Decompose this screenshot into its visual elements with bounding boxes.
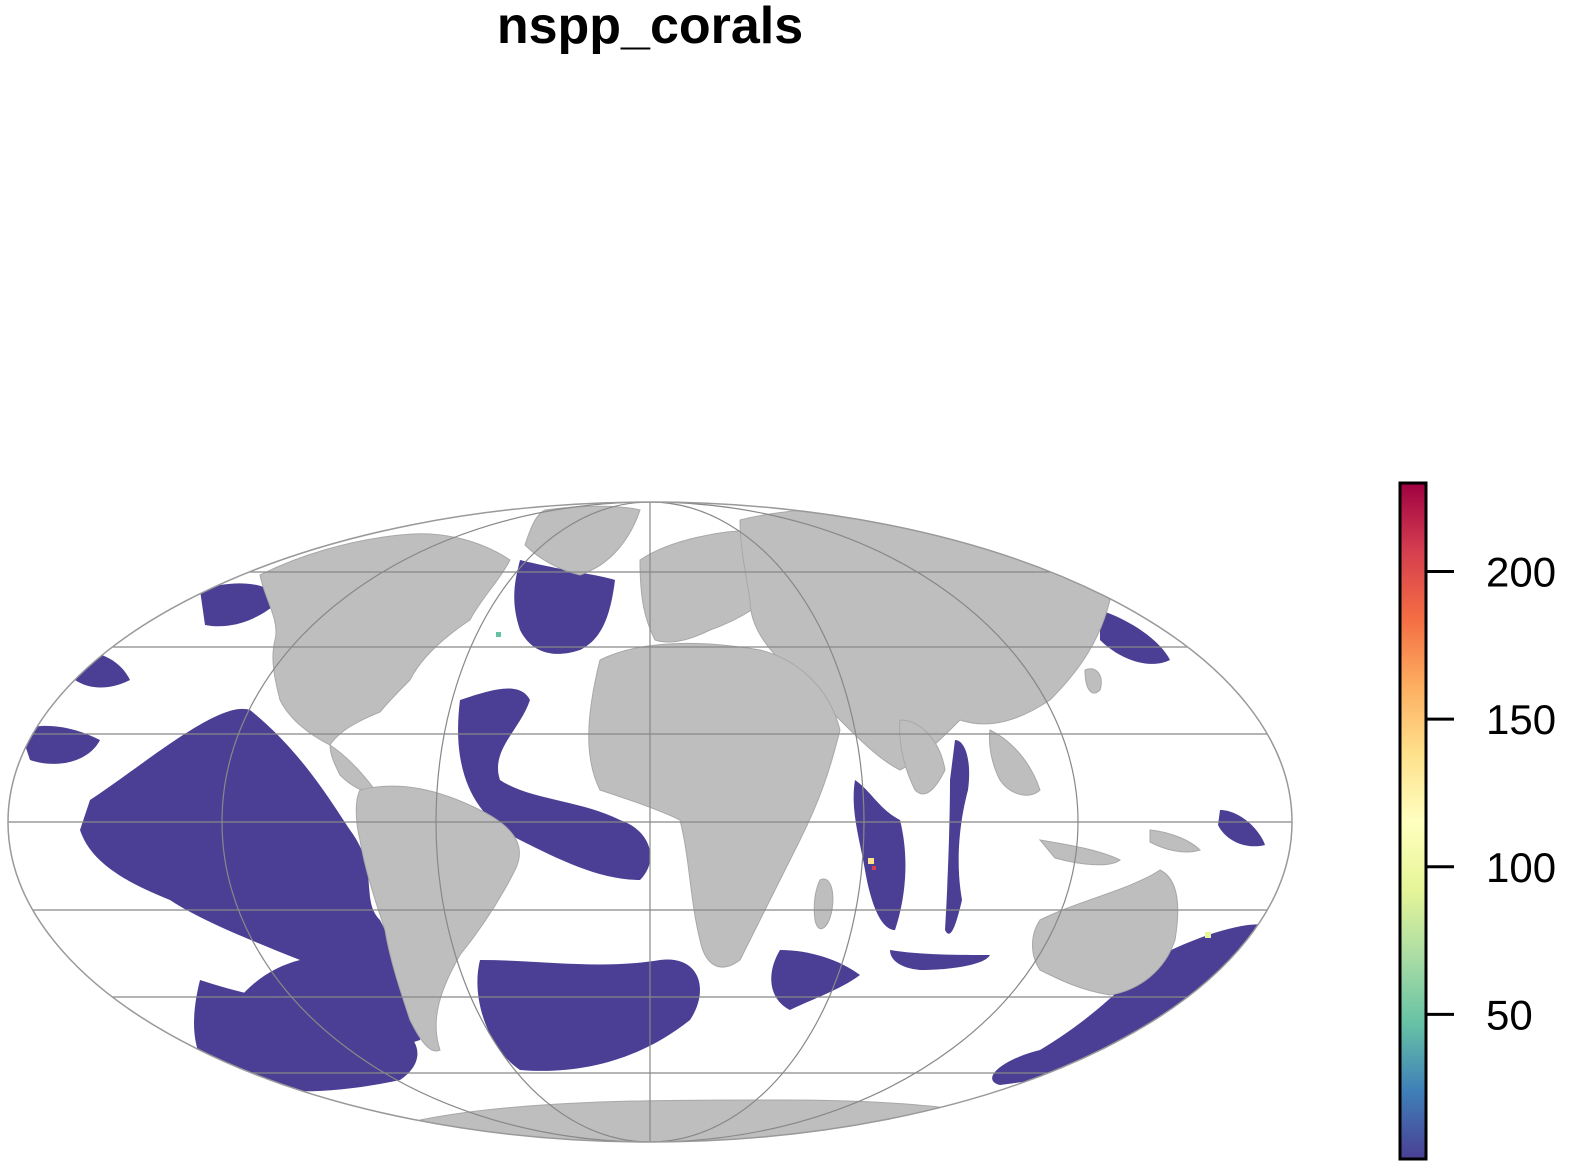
land bbox=[259, 505, 1201, 1142]
ocean-raster bbox=[20, 560, 1270, 1092]
legend-tick-label: 150 bbox=[1486, 696, 1556, 743]
legend-tick-label: 200 bbox=[1486, 549, 1556, 596]
globe-outline bbox=[7, 501, 1293, 1143]
world-map bbox=[7, 501, 1293, 1143]
colorbar bbox=[1398, 481, 1428, 1161]
map-title: nspp_corals bbox=[496, 0, 804, 55]
legend-ticks: 50 100 150 200 bbox=[1426, 549, 1556, 1038]
legend-tick-label: 100 bbox=[1486, 844, 1556, 891]
hotspots bbox=[496, 632, 1211, 938]
map-content bbox=[8, 502, 1292, 1142]
color-legend: 50 100 150 200 bbox=[1398, 481, 1556, 1161]
legend-tick-label: 50 bbox=[1486, 991, 1533, 1038]
